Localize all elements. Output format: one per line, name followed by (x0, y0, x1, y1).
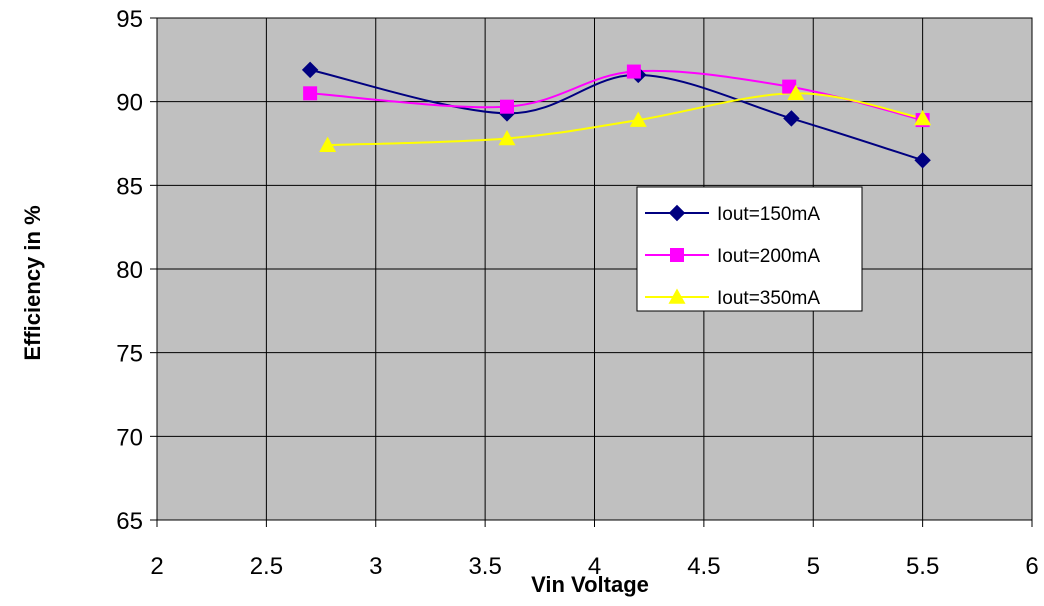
data-point-series-3 (914, 109, 932, 126)
y-tick-label: 70 (116, 424, 143, 451)
x-tick-label: 4 (588, 553, 601, 580)
legend-marker (670, 248, 684, 262)
plot-border (156, 17, 1033, 521)
y-tick-label: 90 (116, 90, 143, 117)
legend-label: Iout=150mA (717, 204, 820, 225)
data-point-series-2 (303, 86, 318, 101)
y-tick-label: 65 (116, 508, 143, 535)
data-point-series-3 (319, 136, 337, 152)
data-point-series-1 (301, 61, 319, 79)
data-point-series-3 (498, 129, 516, 146)
data-point-series-2 (782, 79, 797, 94)
legend: Iout=150mA Iout=200mA Iout=350mA (636, 186, 863, 312)
data-point-series-1 (914, 152, 931, 169)
legend-marker (668, 288, 686, 304)
data-point-series-1 (783, 110, 800, 127)
axes: 2 2.5 3 3.5 4 4.5 5 5.5 6 65 70 75 80 85 90 95 (116, 6, 1038, 580)
x-tick-label: 5 (807, 553, 820, 580)
legend-label: Iout=350mA (717, 288, 820, 309)
x-axis-title: Vin Voltage (531, 572, 649, 597)
data-point-series-2 (500, 99, 514, 114)
legend-label: Iout=200mA (717, 246, 820, 267)
x-tick-label: 4.5 (687, 553, 720, 580)
y-tick-label: 80 (116, 257, 143, 284)
legend-marker (668, 204, 686, 222)
y-tick-label: 75 (116, 341, 143, 368)
data-point-series-2 (626, 64, 641, 79)
x-tick-label: 5.5 (906, 553, 939, 580)
x-tick-label: 3 (369, 553, 382, 580)
series-markers (301, 61, 932, 169)
data-point-series-3 (629, 111, 647, 127)
x-tick-label: 3.5 (468, 553, 501, 580)
y-tick-label: 85 (116, 173, 143, 200)
x-tick-label: 2.5 (250, 553, 283, 580)
y-axis-title: Efficiency in % (20, 205, 45, 360)
x-tick-label: 6 (1025, 553, 1038, 580)
y-tick-label: 95 (116, 6, 143, 33)
data-point-series-3 (787, 84, 805, 101)
x-tick-label: 2 (150, 553, 163, 580)
